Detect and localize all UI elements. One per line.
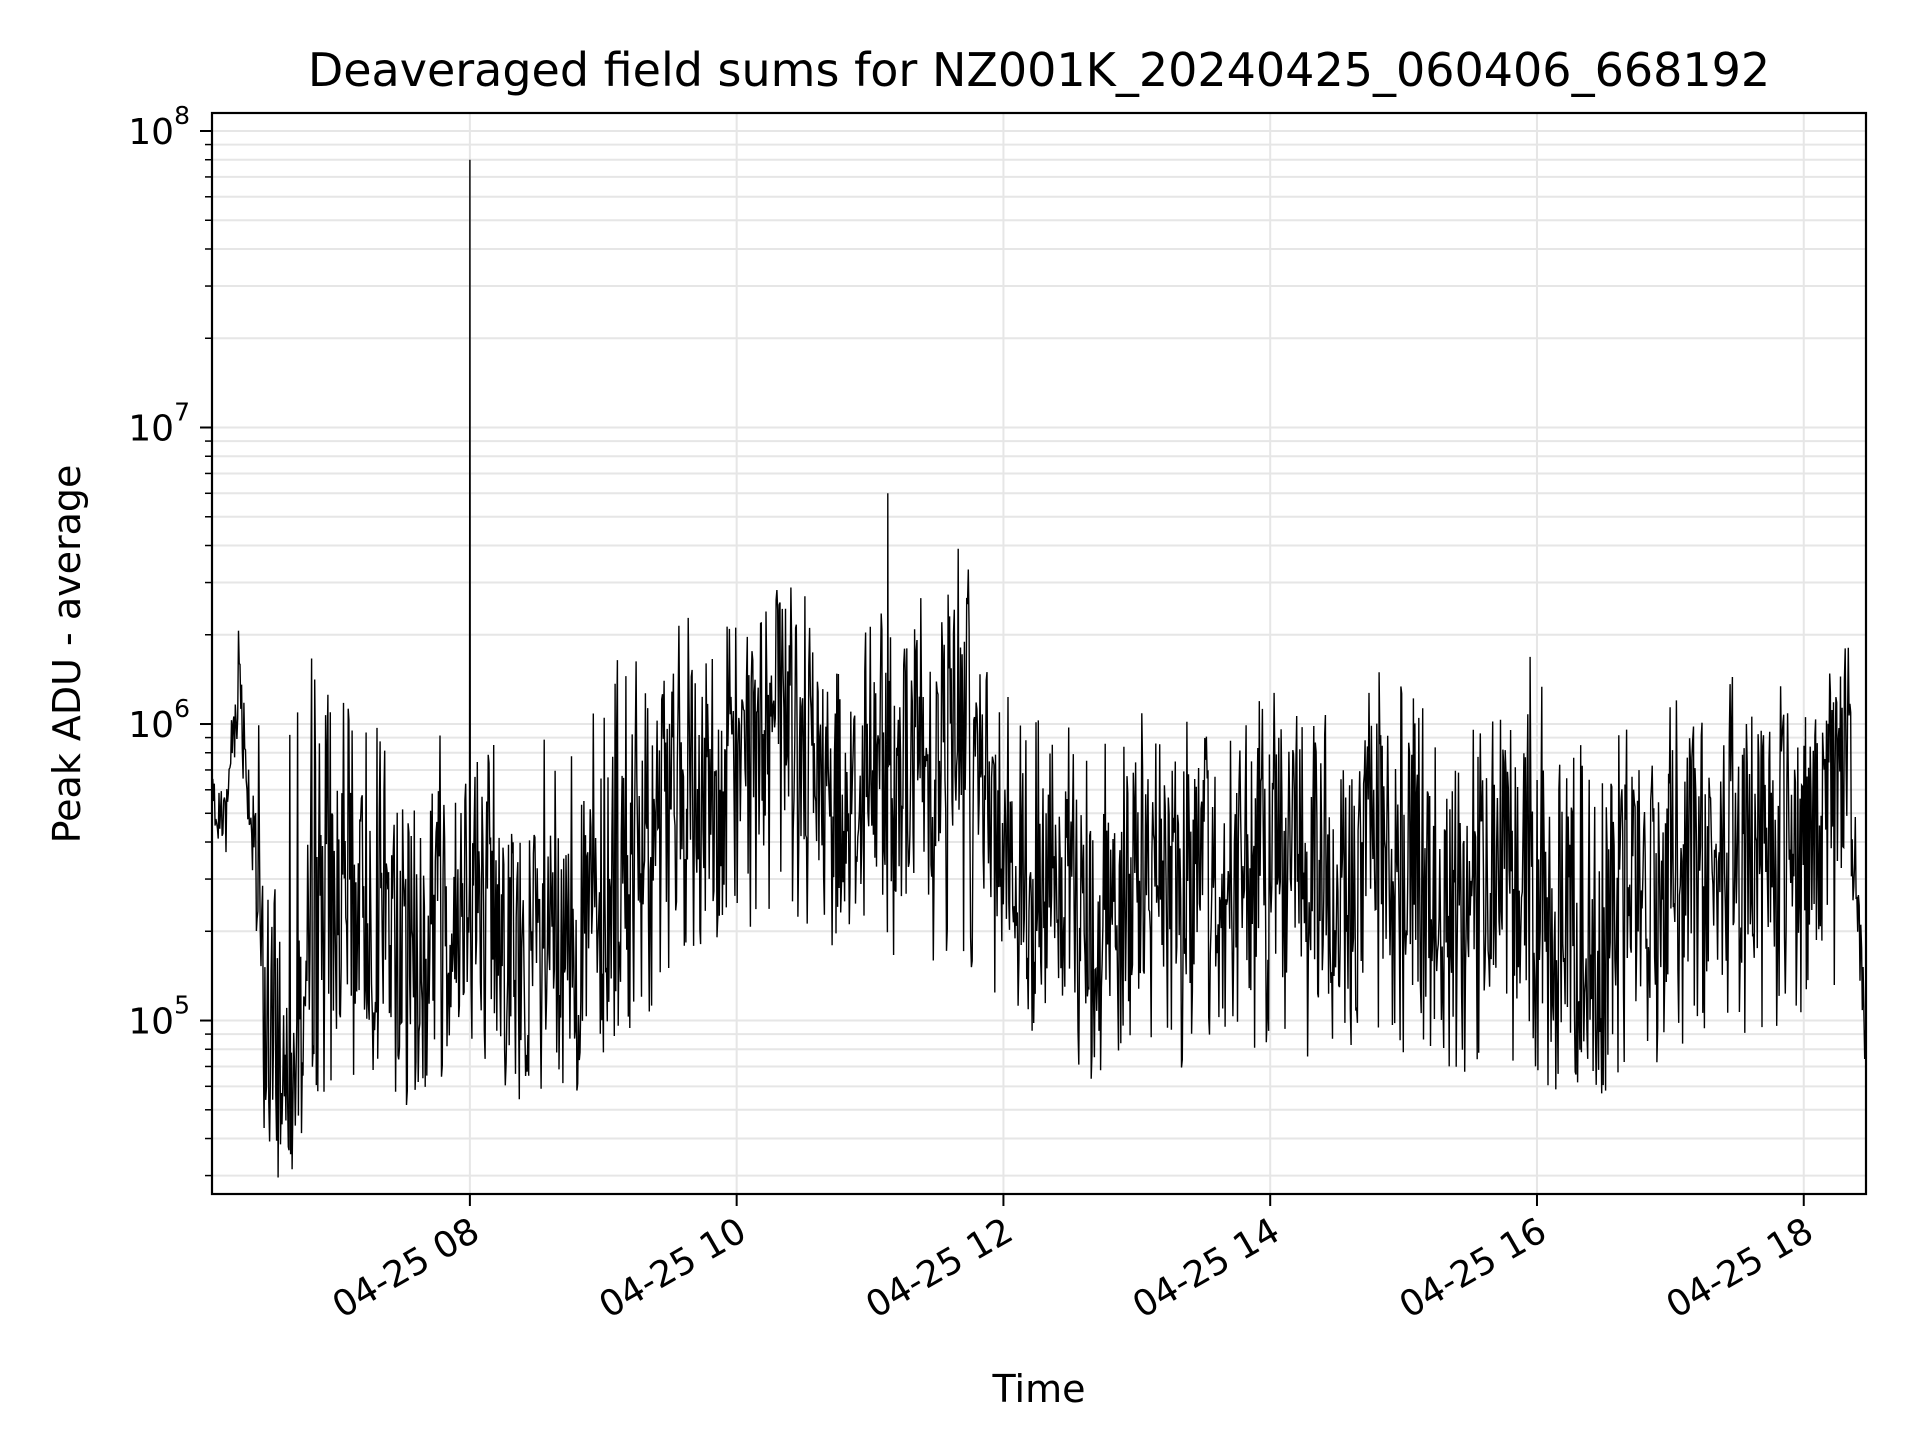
x-axis: 04-25 08 04-25 10 04-25 12 04-25 14 04-25 16… <box>326 1194 1821 1327</box>
x-tick-label: 04-25 12 <box>859 1210 1020 1326</box>
x-tick-label: 04-25 16 <box>1393 1210 1554 1326</box>
x-tick-label: 04-25 10 <box>592 1210 753 1326</box>
y-tick-label: 107 <box>128 398 190 450</box>
y-tick-label: 106 <box>128 694 190 746</box>
x-tick-label: 04-25 08 <box>326 1210 487 1326</box>
y-tick-label: 108 <box>128 101 190 153</box>
x-axis-label: Time <box>992 1367 1086 1411</box>
y-axis-label: Peak ADU - average <box>45 465 89 844</box>
chart-title: Deaveraged field sums for NZ001K_2024042… <box>308 43 1770 97</box>
series-line <box>211 159 1867 1178</box>
y-axis: 105 106 107 108 <box>128 101 212 1177</box>
plot-area-frame <box>210 111 1868 1196</box>
y-tick-label: 105 <box>128 991 190 1043</box>
x-tick-label: 04-25 18 <box>1660 1210 1821 1326</box>
x-tick-label: 04-25 14 <box>1126 1210 1287 1326</box>
series-layer <box>211 159 1867 1178</box>
